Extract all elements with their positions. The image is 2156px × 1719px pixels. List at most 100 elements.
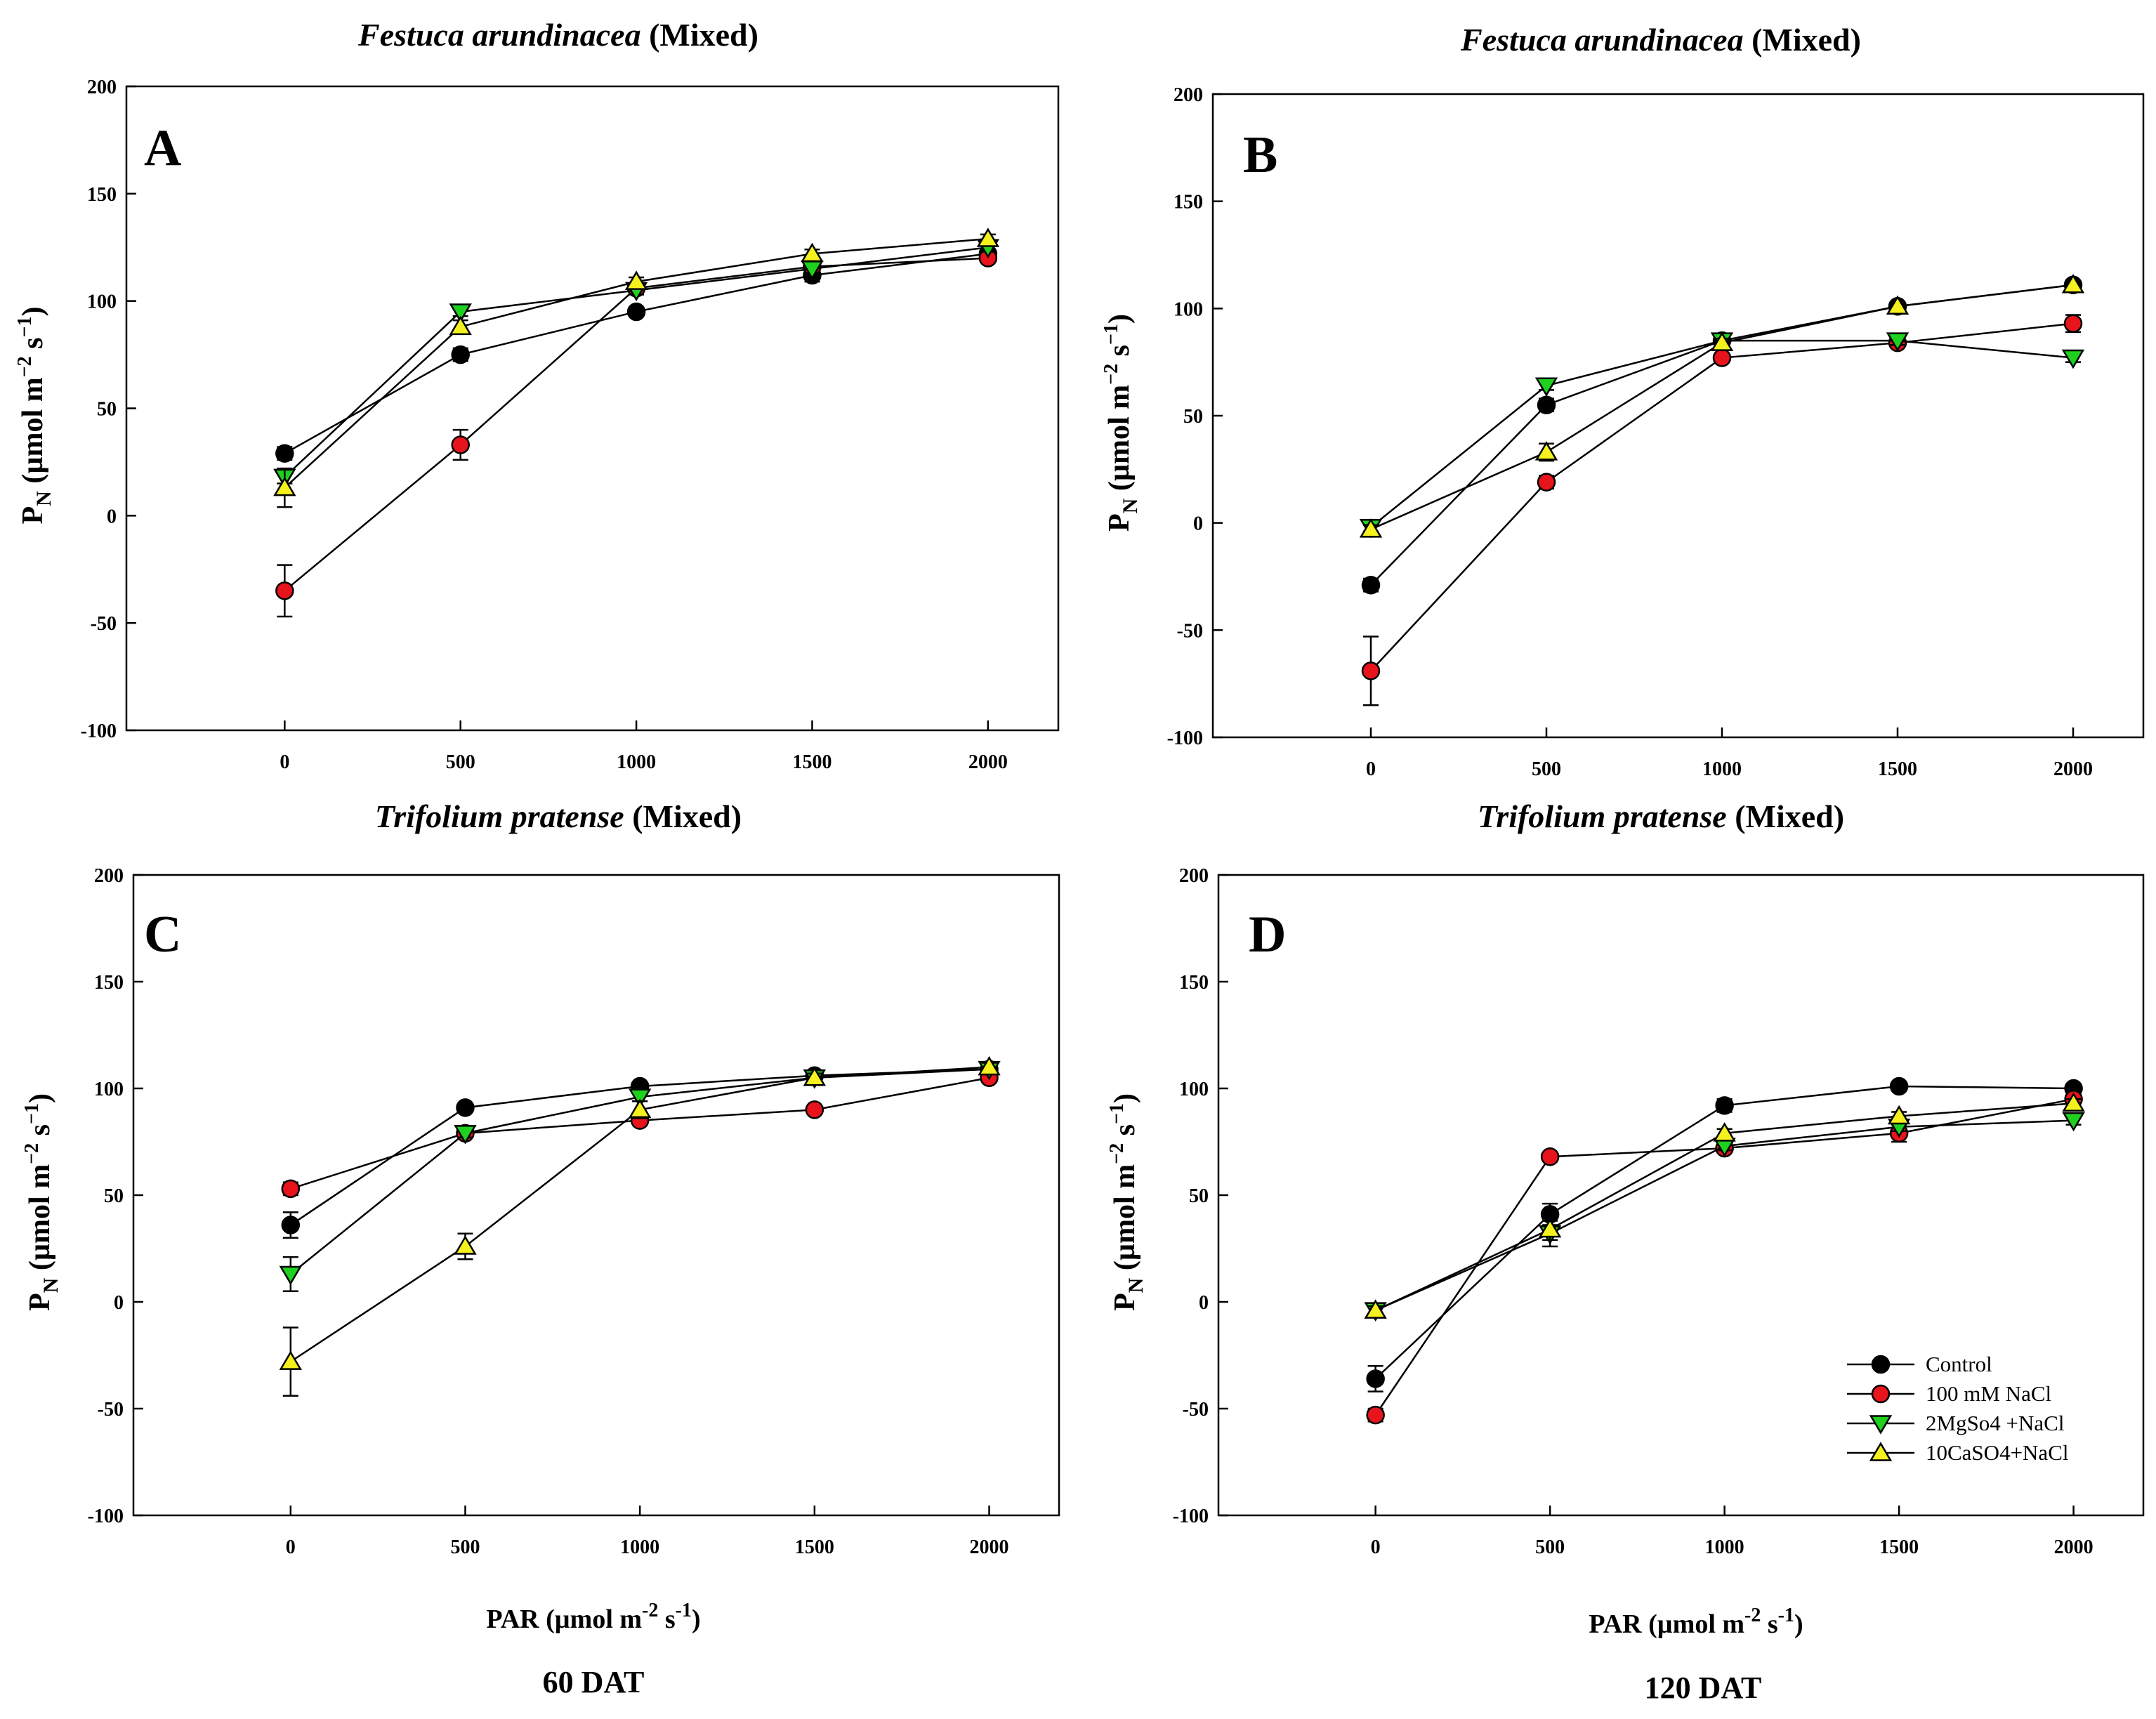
y-tick-label-c: 0	[114, 1292, 124, 1314]
data-point-10caso4-nacl-a	[976, 228, 1000, 247]
data-point-2mgso4-nacl-b	[1534, 377, 1558, 397]
y-tick-label-b: 200	[1174, 84, 1203, 106]
data-point-100-mm-nacl-d	[1366, 1405, 1385, 1425]
y-tick-label-a: 150	[87, 184, 117, 206]
x-tick-label-a: 500	[446, 751, 475, 773]
y-tick-label-a: 100	[87, 291, 117, 313]
data-point-100-mm-nacl-b	[1537, 473, 1556, 492]
data-point-control-c	[281, 1216, 301, 1234]
legend-label-control: Control	[1926, 1352, 1992, 1376]
panel-letter-b: B	[1243, 126, 1277, 184]
legend-label-10caso4-nacl: 10CaSO4+NaCl	[1926, 1440, 2068, 1465]
series-10caso4-nacl-a	[273, 228, 1000, 508]
x-tick-label-c: 2000	[970, 1536, 1009, 1558]
y-tick-label-a: 50	[97, 399, 117, 421]
y-tick-label-b: -100	[1167, 727, 1203, 749]
series-control-d	[1366, 1076, 2083, 1392]
panel-letter-a: A	[144, 119, 181, 177]
y-tick-label-a: 200	[87, 77, 117, 98]
y-tick-label-c: 100	[94, 1079, 124, 1100]
x-tick-label-c: 1000	[620, 1536, 659, 1558]
data-point-2mgso4-nacl-a	[449, 303, 472, 323]
data-point-10caso4-nacl-d	[1364, 1299, 1387, 1319]
y-tick-label-d: 0	[1199, 1292, 1209, 1314]
data-point-100-mm-nacl-b	[1712, 348, 1732, 367]
legend-marker-2mgso4-nacl	[1869, 1415, 1893, 1435]
data-point-10caso4-nacl-a	[801, 242, 824, 263]
data-point-control-d	[1889, 1076, 1909, 1096]
series-10caso4-nacl-b	[1359, 273, 2085, 538]
data-point-100-mm-nacl-c	[281, 1179, 301, 1199]
data-point-10caso4-nacl-b	[1710, 331, 1734, 351]
series-10caso4-nacl-d	[1364, 1092, 2085, 1319]
data-point-10caso4-nacl-d	[2062, 1092, 2085, 1112]
series-100-mm-nacl-b	[1361, 314, 2083, 706]
legend-marker-control	[1871, 1355, 1891, 1374]
series-line-100-mm-nacl-b	[1370, 322, 2074, 672]
data-point-2mgso4-nacl-c	[454, 1125, 477, 1145]
data-point-2mgso4-nacl-d	[2062, 1112, 2085, 1132]
plot-frame-a	[125, 85, 1060, 732]
data-point-10caso4-nacl-a	[273, 476, 296, 496]
x-axis-label-c: PAR (µmol m-2 s-1)	[486, 1600, 700, 1634]
title-panel-d: Trifolium pratense (Mixed)	[1478, 798, 1844, 834]
title-panel-b: Festuca arundinacea (Mixed)	[1460, 22, 1861, 58]
series-2mgso4-nacl-d	[1364, 1112, 2085, 1322]
data-point-10caso4-nacl-b	[1886, 295, 1909, 315]
y-tick-label-a: -50	[91, 613, 117, 635]
data-point-10caso4-nacl-a	[624, 270, 648, 290]
legend-marker-10caso4-nacl	[1869, 1442, 1893, 1461]
data-point-100-mm-nacl-c	[805, 1100, 824, 1119]
data-point-100-mm-nacl-d	[1540, 1147, 1560, 1166]
y-tick-label-a: -100	[81, 720, 117, 742]
y-axis-label-c: PN (µmol m−2 s−1)	[21, 1093, 63, 1311]
series-10caso4-nacl-c	[279, 1055, 1001, 1397]
x-tick-label-d: 2000	[2054, 1536, 2093, 1558]
data-point-control-c	[456, 1098, 475, 1117]
y-tick-label-c: 150	[94, 972, 124, 994]
legend-label-100-mm-nacl: 100 mM NaCl	[1926, 1381, 2051, 1406]
x-tick-label-b: 1500	[1878, 758, 1917, 780]
x-tick-label-c: 1500	[795, 1536, 834, 1558]
data-point-10caso4-nacl-c	[803, 1067, 827, 1086]
data-point-2mgso4-nacl-b	[1886, 332, 1909, 352]
x-axis-label-d: PAR (µmol m-2 s-1)	[1589, 1605, 1803, 1639]
data-point-2mgso4-nacl-c	[279, 1265, 302, 1286]
data-point-10caso4-nacl-c	[978, 1055, 1001, 1076]
plot-frame-c	[132, 874, 1060, 1517]
data-point-10caso4-nacl-d	[1538, 1218, 1562, 1238]
data-point-2mgso4-nacl-c	[628, 1088, 652, 1108]
x-tick-label-a: 1500	[792, 751, 831, 773]
data-point-100-mm-nacl-b	[2063, 314, 2083, 333]
data-point-control-b	[1537, 395, 1556, 414]
y-tick-label-d: 150	[1179, 972, 1209, 994]
series-line-2mgso4-nacl-b	[1370, 339, 2074, 528]
y-tick-label-b: 100	[1174, 298, 1203, 320]
x-tick-label-a: 0	[280, 751, 289, 773]
data-point-control-b	[1361, 575, 1381, 595]
series-line-control-b	[1370, 284, 2074, 586]
x-tick-label-b: 500	[1532, 758, 1561, 780]
x-tick-label-c: 0	[286, 1536, 296, 1558]
x-tick-label-a: 2000	[968, 751, 1008, 773]
title-panel-c: Trifolium pratense (Mixed)	[375, 798, 742, 834]
y-axis-label-b: PN (µmol m−2 s−1)	[1100, 314, 1142, 532]
x-tick-label-d: 1500	[1879, 1536, 1919, 1558]
data-point-2mgso4-nacl-b	[2061, 349, 2085, 369]
data-point-10caso4-nacl-c	[454, 1235, 477, 1255]
data-point-100-mm-nacl-a	[275, 581, 294, 600]
series-control-c	[281, 1060, 999, 1239]
x-tick-label-c: 500	[450, 1536, 480, 1558]
y-axis-label-a: PN (µmol m−2 s−1)	[14, 307, 55, 525]
y-tick-label-b: 150	[1174, 192, 1203, 213]
data-point-10caso4-nacl-b	[2061, 273, 2085, 294]
panel-letter-c: C	[144, 906, 181, 963]
data-point-10caso4-nacl-a	[449, 315, 472, 336]
y-tick-label-c: -50	[98, 1399, 124, 1421]
data-point-10caso4-nacl-c	[628, 1098, 652, 1119]
plot-frame-b	[1211, 93, 2145, 739]
